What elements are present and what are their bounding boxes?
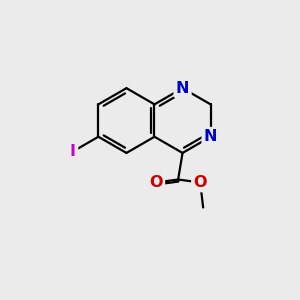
Text: N: N (176, 81, 189, 96)
Text: N: N (204, 129, 217, 144)
Text: O: O (194, 175, 207, 190)
Text: I: I (70, 144, 76, 159)
Text: O: O (149, 175, 163, 190)
